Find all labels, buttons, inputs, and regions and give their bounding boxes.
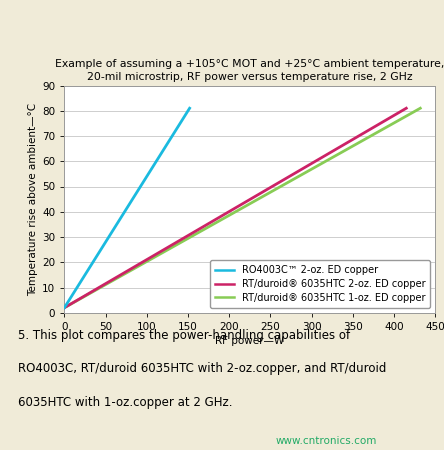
Text: Example of assuming a +105°C MOT and +25°C ambient temperature,
20-mil microstri: Example of assuming a +105°C MOT and +25… [55, 58, 444, 82]
Legend: RO4003C™ 2-oz. ED copper, RT/duroid® 6035HTC 2-oz. ED copper, RT/duroid® 6035HTC: RO4003C™ 2-oz. ED copper, RT/duroid® 603… [210, 261, 430, 308]
Text: 6035HTC with 1-oz.copper at 2 GHz.: 6035HTC with 1-oz.copper at 2 GHz. [18, 396, 232, 409]
Text: www.cntronics.com: www.cntronics.com [275, 436, 377, 446]
Y-axis label: Temperature rise above ambient—°C: Temperature rise above ambient—°C [28, 103, 38, 296]
Text: RO4003C, RT/duroid 6035HTC with 2-oz.copper, and RT/duroid: RO4003C, RT/duroid 6035HTC with 2-oz.cop… [18, 362, 386, 375]
Text: 5. This plot compares the power-handling capabilities of: 5. This plot compares the power-handling… [18, 328, 350, 342]
X-axis label: RF power—W: RF power—W [215, 336, 284, 346]
